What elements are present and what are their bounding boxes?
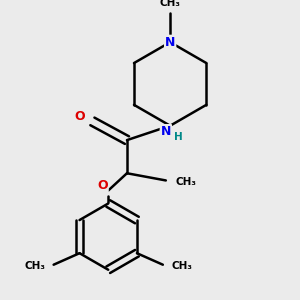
Text: N: N [161, 125, 171, 138]
Text: CH₃: CH₃ [171, 261, 192, 271]
Text: CH₃: CH₃ [160, 0, 181, 8]
Text: N: N [165, 36, 175, 49]
Text: CH₃: CH₃ [24, 261, 45, 271]
Text: O: O [74, 110, 85, 123]
Text: CH₃: CH₃ [176, 177, 197, 187]
Text: O: O [97, 179, 108, 192]
Text: H: H [174, 132, 183, 142]
